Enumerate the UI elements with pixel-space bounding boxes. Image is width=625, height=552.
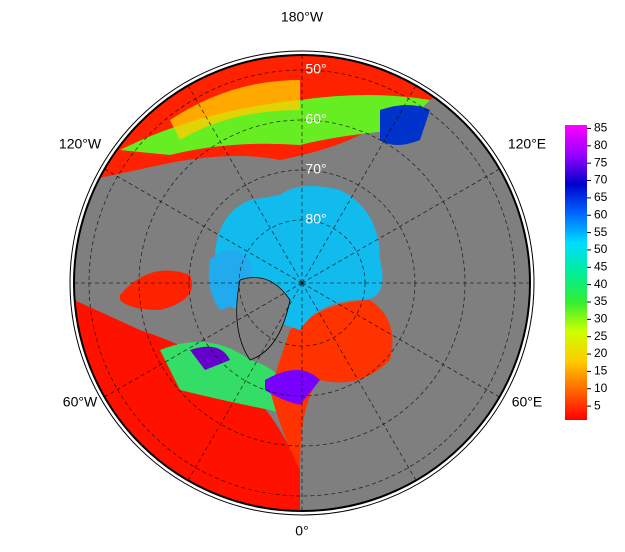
colorbar-label: 85 bbox=[594, 121, 608, 135]
okhotsk bbox=[380, 105, 430, 145]
colorbar-label: 50 bbox=[594, 242, 608, 256]
parallel bbox=[188, 169, 416, 397]
colorbar-label: 20 bbox=[594, 346, 608, 360]
lat-label: 60° bbox=[305, 111, 326, 127]
colorbar-label: 30 bbox=[594, 312, 608, 326]
graticule bbox=[74, 55, 530, 511]
colorbar-label: 5 bbox=[594, 398, 601, 412]
colorbar-label: 35 bbox=[594, 294, 608, 308]
greenland bbox=[236, 277, 291, 361]
lon-label: 60°W bbox=[63, 394, 98, 410]
lat-label: 80° bbox=[305, 211, 326, 227]
lon-label: 180°W bbox=[281, 9, 324, 25]
labrador bbox=[190, 346, 230, 370]
colorbar-label: 75 bbox=[594, 155, 608, 169]
colorbar-label: 45 bbox=[594, 259, 608, 273]
meridian bbox=[301, 85, 417, 284]
lon-label: 0° bbox=[295, 523, 308, 539]
meridian bbox=[187, 85, 303, 284]
atlantic-band bbox=[74, 300, 300, 511]
colorbar-label: 40 bbox=[594, 277, 608, 291]
pacific-yellow bbox=[170, 80, 300, 140]
meridian bbox=[104, 168, 303, 284]
colorbar-label: 15 bbox=[594, 364, 608, 378]
colorbar bbox=[565, 125, 587, 420]
lon-label: 60°E bbox=[512, 394, 543, 410]
parallel bbox=[138, 119, 466, 447]
meridian bbox=[187, 282, 303, 481]
colorbar-label: 25 bbox=[594, 329, 608, 343]
map-border-outer bbox=[69, 50, 535, 516]
map-border bbox=[73, 54, 531, 512]
atlantic-green bbox=[160, 342, 300, 420]
colorbar-label: 70 bbox=[594, 173, 608, 187]
colorbar-label: 10 bbox=[594, 381, 608, 395]
pacific-green bbox=[120, 95, 430, 155]
lat-label: 70° bbox=[305, 161, 326, 177]
parallel bbox=[238, 219, 366, 347]
colorbar-label: 65 bbox=[594, 190, 608, 204]
hudson bbox=[120, 270, 192, 310]
colorbar-label: 60 bbox=[594, 207, 608, 221]
meridian bbox=[301, 168, 500, 284]
parallel bbox=[88, 69, 516, 497]
lon-label: 120°E bbox=[508, 136, 546, 152]
meridian bbox=[104, 282, 303, 398]
colorbar-label: 80 bbox=[594, 138, 608, 152]
colorbar-label: 55 bbox=[594, 225, 608, 239]
lat-label: 50° bbox=[305, 61, 326, 77]
meridian bbox=[301, 282, 417, 481]
nordic bbox=[265, 370, 320, 405]
barents bbox=[270, 300, 393, 470]
lon-label: 120°W bbox=[59, 136, 102, 152]
meridian bbox=[301, 282, 500, 398]
